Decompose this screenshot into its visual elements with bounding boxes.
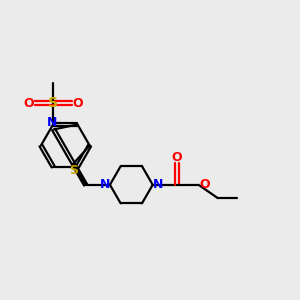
Text: S: S	[48, 96, 58, 110]
Text: O: O	[172, 151, 182, 164]
Text: O: O	[200, 178, 210, 191]
Text: N: N	[47, 116, 57, 130]
Text: N: N	[99, 178, 110, 191]
Text: O: O	[23, 97, 34, 110]
Text: S: S	[69, 164, 78, 177]
Text: N: N	[153, 178, 163, 191]
Text: O: O	[72, 97, 83, 110]
